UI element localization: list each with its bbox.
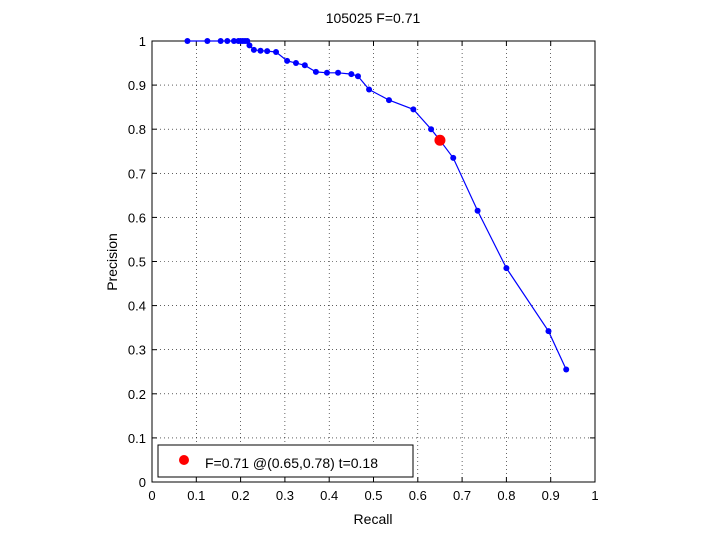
x-tick-label: 0.1 (187, 488, 205, 503)
best-f-point (434, 134, 446, 146)
series-point (250, 46, 257, 53)
series-point (323, 69, 330, 76)
series-point (257, 47, 264, 54)
series-point (204, 38, 211, 44)
series-point (474, 207, 481, 214)
series-point (230, 38, 237, 44)
legend: F=0.71 @(0.65,0.78) t=0.18 (157, 444, 414, 478)
series-point (410, 106, 417, 113)
series-point (292, 60, 299, 67)
series-point (348, 71, 355, 78)
series-point (264, 48, 271, 55)
x-tick-label: 0 (148, 488, 155, 503)
y-tick-label: 0.4 (128, 299, 146, 314)
x-tick-label: 0.3 (276, 488, 294, 503)
legend-box (157, 444, 414, 478)
series-point (563, 366, 570, 373)
y-tick-label: 0.3 (128, 343, 146, 358)
series-point (224, 38, 231, 44)
series-point (545, 328, 552, 335)
series-point (246, 42, 253, 49)
x-tick-label: 0.4 (320, 488, 338, 503)
x-axis-title: Recall (354, 511, 393, 527)
y-tick-label: 0.8 (128, 122, 146, 137)
y-tick-label: 0.1 (128, 431, 146, 446)
series-point (386, 97, 393, 104)
series-point (450, 154, 457, 161)
axis-tick-labels: 0 0.1 0.2 0.3 0.4 0.5 0.6 0.7 0.8 0.9 1 0 0.1 0.2 0.3 0… (128, 34, 599, 503)
y-tick-label: 0 (139, 475, 146, 490)
x-tick-label: 0.8 (497, 488, 515, 503)
x-tick-label: 0.6 (409, 488, 427, 503)
series-point (503, 265, 510, 272)
y-axis-title: Precision (104, 233, 120, 291)
legend-marker-dot (179, 455, 189, 465)
x-tick-label: 0.9 (542, 488, 560, 503)
x-tick-label: 0.5 (364, 488, 382, 503)
y-tick-label: 0.6 (128, 210, 146, 225)
x-tick-label: 0.2 (232, 488, 250, 503)
chart-title: 105025 F=0.71 (326, 10, 421, 26)
series-point (217, 38, 224, 44)
axis-ticks (151, 40, 596, 483)
y-tick-label: 0.9 (128, 78, 146, 93)
y-tick-label: 0.5 (128, 255, 146, 270)
series-point (428, 126, 435, 133)
legend-label: F=0.71 @(0.65,0.78) t=0.18 (205, 455, 378, 471)
best-point-layer (434, 134, 446, 146)
x-tick-label: 0.7 (453, 488, 471, 503)
y-tick-label: 0.7 (128, 166, 146, 181)
series-point (273, 49, 280, 56)
series-point (366, 86, 373, 93)
series-point (284, 57, 291, 64)
series-point (354, 73, 361, 80)
series-point (312, 68, 319, 75)
series-point (335, 69, 342, 76)
y-tick-label: 1 (139, 34, 146, 49)
series-point (301, 62, 308, 69)
x-tick-label: 1 (591, 488, 598, 503)
y-tick-label: 0.2 (128, 387, 146, 402)
series-point (184, 38, 191, 44)
grid (152, 41, 595, 482)
